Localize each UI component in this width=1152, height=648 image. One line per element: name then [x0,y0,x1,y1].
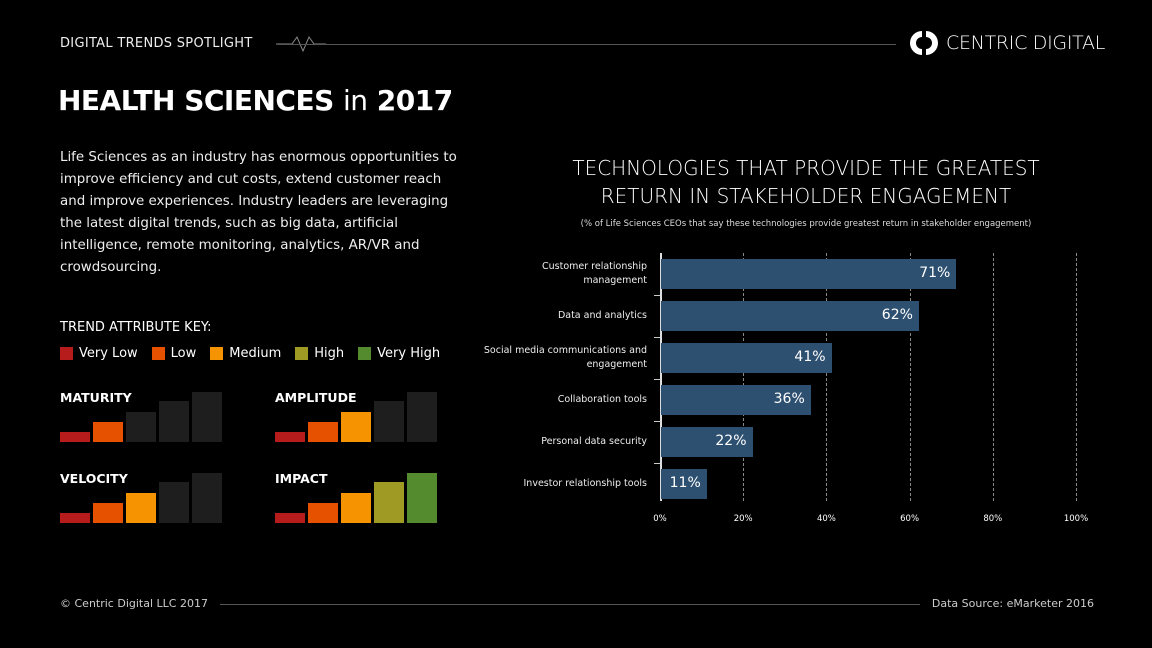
legend-item: Low [151,346,197,361]
attribute-level-bar [126,493,156,523]
bar-value-label: 71% [919,265,951,281]
gridline [992,253,994,501]
legend-item: High [295,346,344,361]
bar-value-label: 36% [773,391,805,407]
legend-label: High [314,346,345,361]
bar-value-label: 22% [715,433,747,449]
y-tick [654,463,660,464]
title-bold: HEALTH SCIENCES [58,84,334,117]
gridline [826,253,828,501]
attribute-level-bar [275,513,305,523]
x-tick-label: 20% [733,514,753,524]
key-title: TREND ATTRIBUTE KEY: [60,320,212,335]
attribute-label: VELOCITY [60,471,128,486]
logo-text: CENTRIC DIGITAL [946,32,1105,54]
gridline [743,253,745,501]
header-divider [278,44,896,45]
legend-swatch [60,347,73,360]
legend-item: Very High [358,346,440,361]
legend-swatch [210,347,224,360]
attribute-level-bar [159,482,189,523]
circular-arrows-icon [910,31,938,55]
category-label: Personal data security [541,436,647,447]
legend-item: Very Low [60,346,138,361]
category-label: Data and analytics [557,310,647,321]
category-label: Customer relationship management [541,261,647,286]
y-tick [654,421,660,422]
attribute-label: IMPACT [275,471,328,486]
logo: CENTRIC DIGITAL [910,29,1105,57]
x-tick-label: 0% [653,514,667,524]
bar: 62% [661,301,919,331]
chart-title: TECHNOLOGIES THAT PROVIDE THE GREATEST R… [572,156,1040,208]
attribute-level-bar [159,401,189,442]
bar: 36% [661,385,811,415]
attribute-level-bar [374,482,404,523]
attribute-level-bar [407,473,437,523]
attribute-level-bar [60,432,90,442]
x-tick-label: 60% [900,514,920,524]
attribute-level-bar [308,503,338,523]
bar-value-label: 62% [881,307,913,323]
attribute-level-bar [275,432,305,442]
bar: 71% [661,259,957,289]
attribute-level-bar [407,392,437,442]
attribute-level-bar [60,513,90,523]
attribute-maturity: MATURITY [60,390,225,442]
gridline [909,253,911,501]
bar-value-label: 41% [794,349,826,365]
title-in: in [343,84,368,117]
attribute-level-bar [126,412,156,442]
legend-label: Very Low [79,346,138,361]
attribute-amplitude: AMPLITUDE [275,390,440,442]
y-tick [654,295,660,296]
attribute-label: AMPLITUDE [275,390,357,405]
category-label: Social media communications and engageme… [483,345,647,370]
bar: 11% [661,469,707,499]
bar-value-label: 11% [669,475,701,491]
attribute-impact: IMPACT [275,471,440,523]
attribute-level-bar [341,412,371,442]
attribute-level-bar [192,392,222,442]
legend-label: Low [170,346,197,361]
legend-swatch [151,347,165,360]
attribute-level-bar [341,493,371,523]
category-label: Collaboration tools [557,394,647,405]
attribute-level-bar [308,422,338,442]
key-legend: Very Low Low Medium High Very High [60,346,440,361]
bar: 41% [661,343,832,373]
y-tick [654,379,660,380]
attribute-level-bar [93,503,123,523]
kicker: DIGITAL TRENDS SPOTLIGHT [60,36,253,51]
legend-item: Medium [210,346,281,361]
legend-label: Very High [377,346,441,361]
legend-label: Medium [229,346,282,361]
gridline [1076,253,1077,501]
legend-swatch [295,347,309,360]
data-source: Data Source: eMarketer 2016 [931,597,1094,610]
attribute-level-bar [192,473,222,523]
attribute-level-bar [93,422,123,442]
x-tick-label: 100% [1063,514,1089,524]
title-year: 2017 [376,84,453,117]
attribute-velocity: VELOCITY [60,471,225,523]
chart-subtitle: (% of Life Sciences CEOs that say these … [580,219,1032,229]
intro-text: Life Sciences as an industry has enormou… [60,150,457,275]
x-tick-label: 40% [816,514,836,524]
bar: 22% [661,427,753,457]
legend-swatch [358,347,372,360]
y-axis-line [660,253,662,501]
y-tick [654,337,660,338]
x-tick-label: 80% [983,514,1003,524]
attribute-level-bar [374,401,404,442]
footer-divider [220,604,920,605]
attribute-label: MATURITY [60,390,132,405]
page-title: HEALTH SCIENCES in 2017 [58,84,453,117]
category-label: Investor relationship tools [523,478,648,489]
copyright: © Centric Digital LLC 2017 [60,597,208,610]
